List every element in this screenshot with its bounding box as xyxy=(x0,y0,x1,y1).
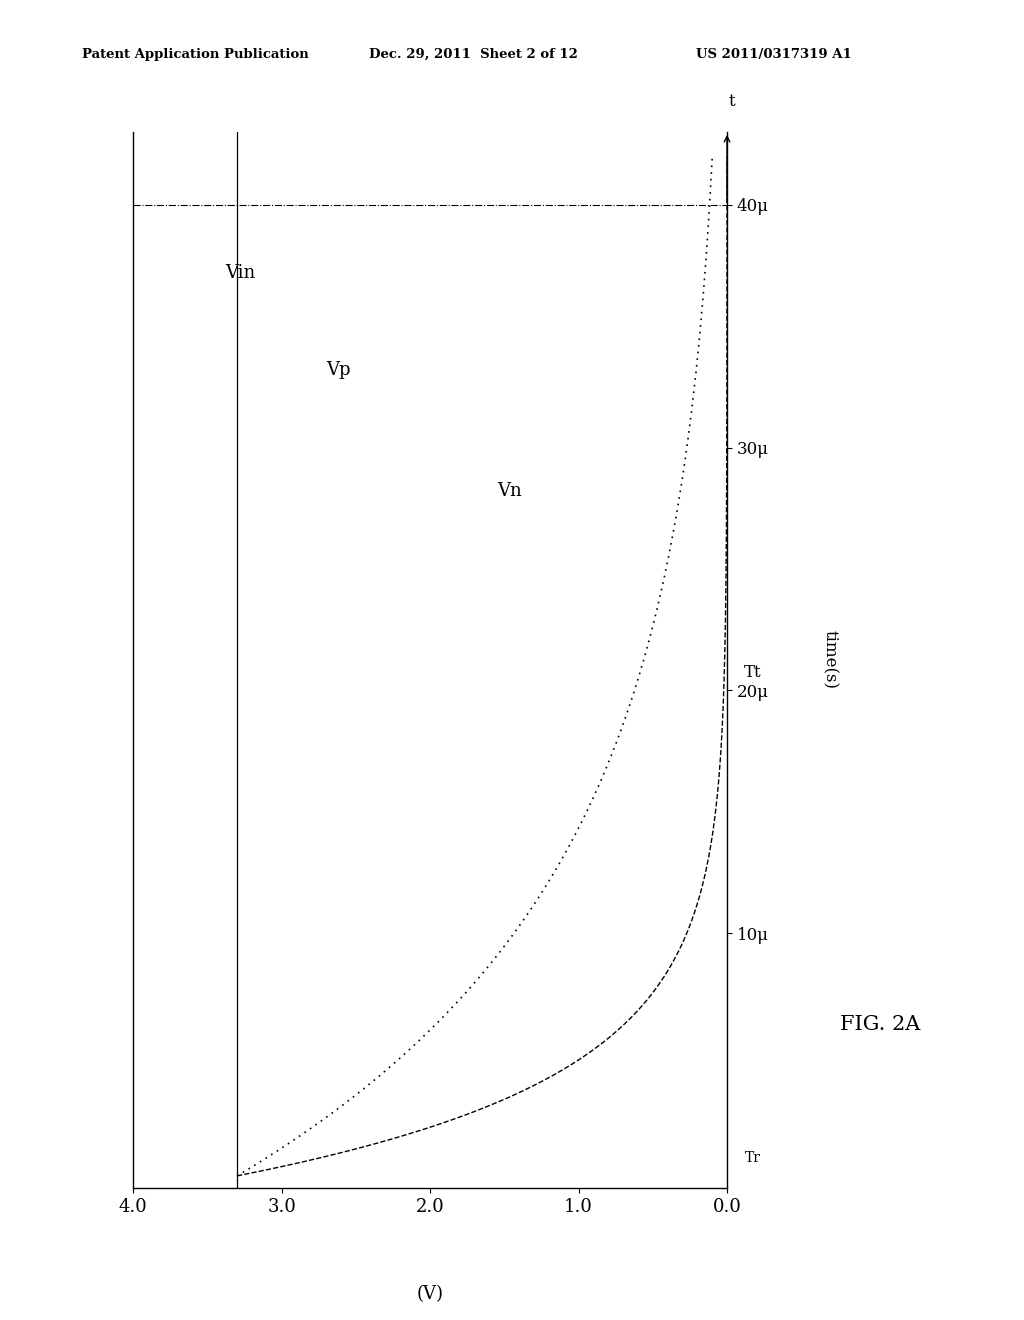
Text: Tt: Tt xyxy=(743,664,761,681)
Text: Dec. 29, 2011  Sheet 2 of 12: Dec. 29, 2011 Sheet 2 of 12 xyxy=(369,48,578,61)
Text: US 2011/0317319 A1: US 2011/0317319 A1 xyxy=(696,48,852,61)
Text: Patent Application Publication: Patent Application Publication xyxy=(82,48,308,61)
Text: Vin: Vin xyxy=(225,264,255,281)
Text: (V): (V) xyxy=(417,1286,443,1303)
Text: FIG. 2A: FIG. 2A xyxy=(840,1015,920,1034)
Text: t: t xyxy=(729,92,735,110)
Y-axis label: time(s): time(s) xyxy=(821,631,839,689)
Text: Vn: Vn xyxy=(497,482,521,500)
Text: Vp: Vp xyxy=(326,360,350,379)
Text: Tr: Tr xyxy=(745,1151,761,1164)
